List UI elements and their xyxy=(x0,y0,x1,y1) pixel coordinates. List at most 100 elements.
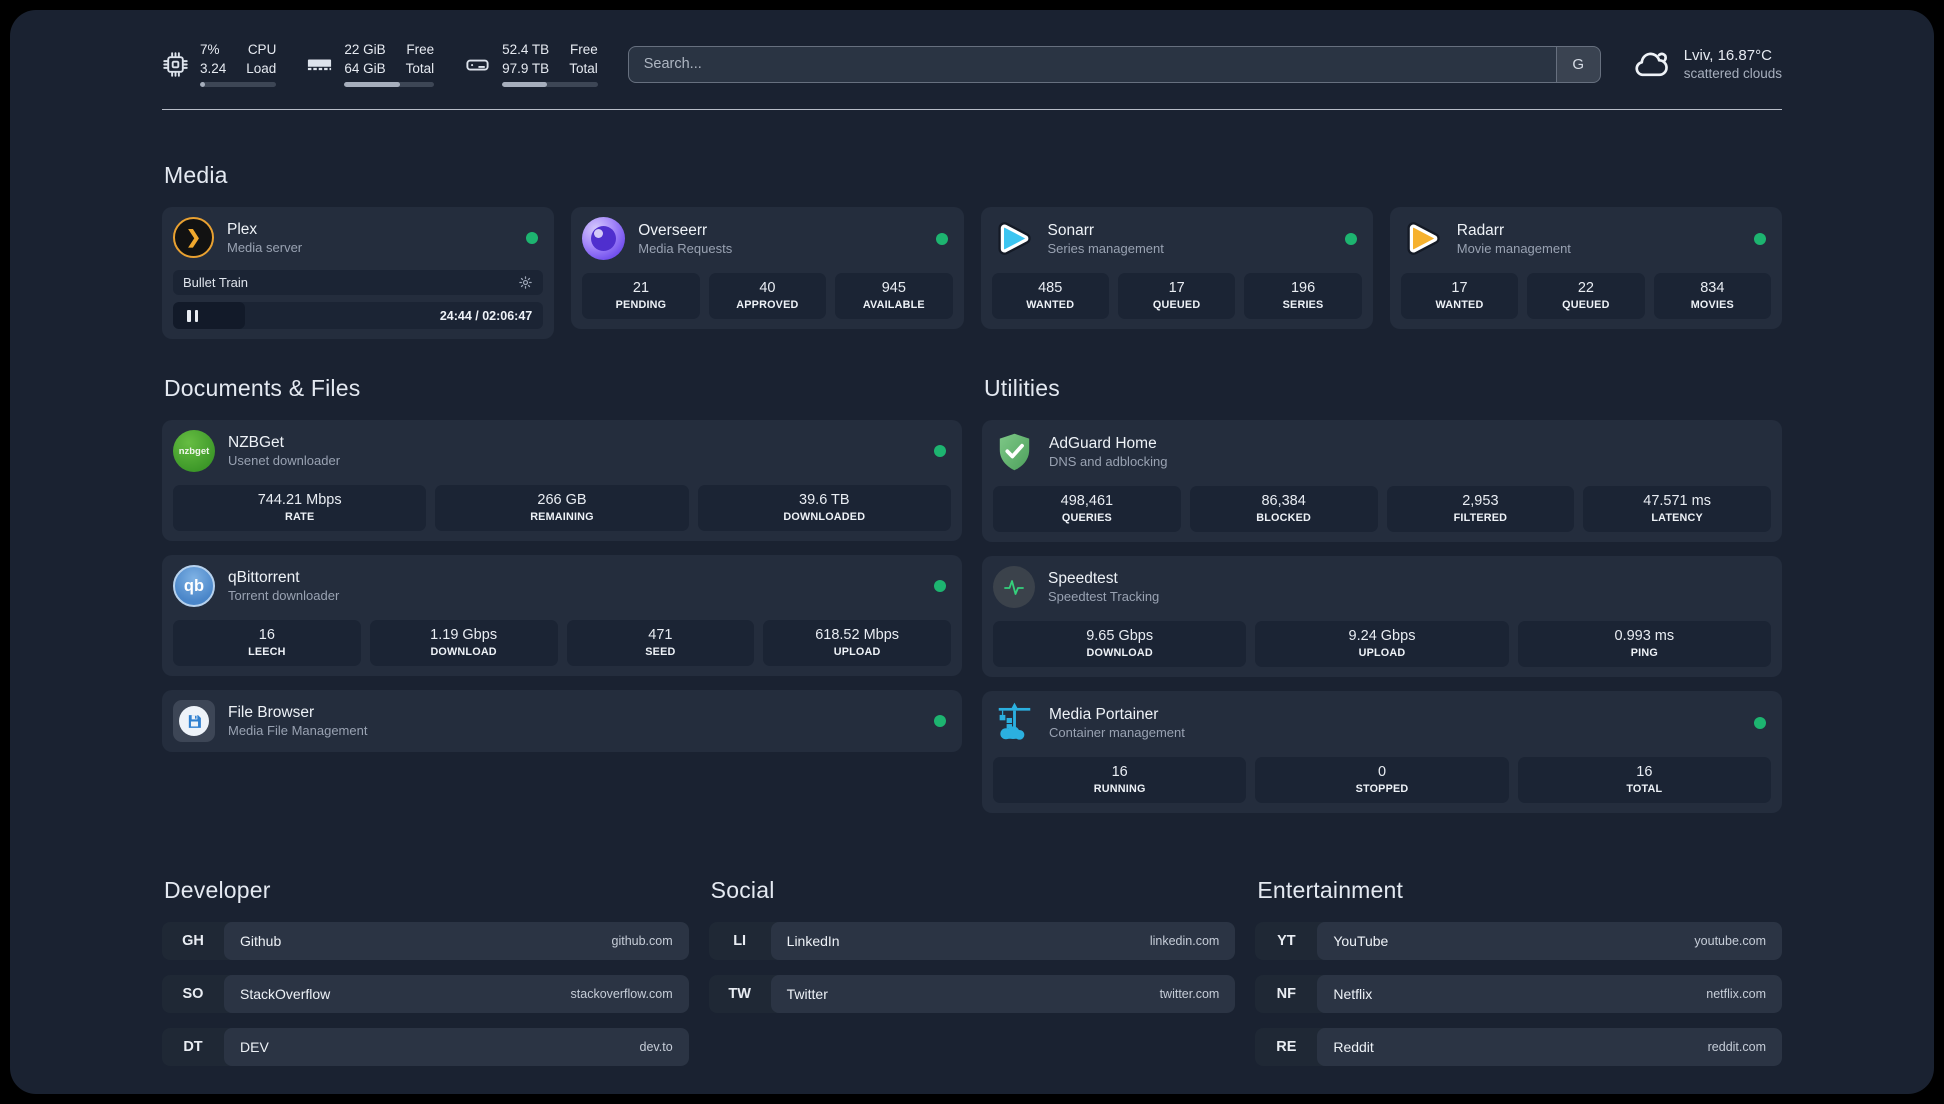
speedtest-icon xyxy=(993,566,1035,608)
gear-icon[interactable] xyxy=(518,275,533,290)
status-dot xyxy=(1344,232,1357,245)
bookmark-reddit[interactable]: RE Reddit reddit.com xyxy=(1255,1028,1782,1066)
service-subtitle-speedtest: Speedtest Tracking xyxy=(1048,589,1160,604)
service-card-filebrowser[interactable]: File Browser Media File Management xyxy=(162,690,962,752)
pause-icon[interactable] xyxy=(187,309,198,322)
cpu-load-value: 3.24 xyxy=(200,60,227,76)
bookmark-stackoverflow[interactable]: SO StackOverflow stackoverflow.com xyxy=(162,975,689,1013)
bookmark-linkedin[interactable]: LI LinkedIn linkedin.com xyxy=(708,922,1236,960)
status-dot xyxy=(934,715,946,727)
bookmark-abbr: TW xyxy=(728,986,751,1002)
cpu-icon xyxy=(163,51,188,77)
service-subtitle-nzbget: Usenet downloader xyxy=(228,453,341,468)
search-provider-button[interactable]: G xyxy=(1555,46,1600,82)
radarr-icon xyxy=(1401,217,1444,260)
service-card-radarr[interactable]: Radarr Movie management 17 WANTED 22 QUE… xyxy=(1389,207,1782,329)
bookmark-abbr: YT xyxy=(1277,933,1296,949)
playback-time: 24:44 / 02:06:47 xyxy=(439,308,533,323)
service-card-overseerr[interactable]: Overseerr Media Requests 21 PENDING 40 A… xyxy=(571,207,964,329)
plex-now-playing-widget: Bullet Train 24:44 / 02:06:47 xyxy=(173,270,544,329)
bookmark-group-social: Social LI LinkedIn linkedin.com TW Twitt… xyxy=(708,877,1236,1028)
cpu-progress-fill xyxy=(200,82,206,87)
service-name-qbittorrent: qBittorrent xyxy=(228,569,300,586)
bookmark-abbr: GH xyxy=(182,933,204,949)
section-title-entertainment: Entertainment xyxy=(1257,877,1404,903)
stat-box: 16 RUNNING xyxy=(993,757,1247,803)
bookmark-url: linkedin.com xyxy=(1149,934,1220,948)
search-input[interactable] xyxy=(628,56,1556,72)
cpu-usage-value: 7% xyxy=(200,42,220,58)
bookmark-name: Netflix xyxy=(1333,986,1373,1002)
service-card-plex[interactable]: ❯ Plex Media server Bullet Train xyxy=(162,207,555,339)
service-subtitle-plex: Media server xyxy=(227,239,303,255)
header-divider xyxy=(162,109,1782,110)
service-card-nzbget[interactable]: nzbget NZBGet Usenet downloader 744.21 M… xyxy=(162,420,962,541)
playback-progress-bar[interactable]: 24:44 / 02:06:47 xyxy=(173,302,544,329)
service-name-filebrowser: File Browser xyxy=(228,704,315,721)
bookmark-youtube[interactable]: YT YouTube youtube.com xyxy=(1255,922,1782,960)
stat-box: 266 GB REMAINING xyxy=(435,485,689,531)
service-subtitle-qbittorrent: Torrent downloader xyxy=(228,588,340,603)
disk-widget: 52.4 TB Free 97.9 TB Total xyxy=(464,41,598,87)
memory-total-value: 64 GiB xyxy=(344,60,386,76)
memory-progress-track xyxy=(344,82,435,87)
stat-box: 0 STOPPED xyxy=(1255,757,1509,803)
section-title-utilities: Utilities xyxy=(984,375,1060,401)
service-name-nzbget: NZBGet xyxy=(228,434,284,451)
memory-widget: 22 GiB Free 64 GiB Total xyxy=(306,41,435,87)
stat-box: 16 TOTAL xyxy=(1517,757,1771,803)
status-dot xyxy=(1754,232,1766,245)
memory-free-value: 22 GiB xyxy=(344,42,386,58)
stat-box: 2,953 FILTERED xyxy=(1386,486,1575,532)
bookmark-dev[interactable]: DT DEV dev.to xyxy=(162,1028,689,1066)
service-card-speedtest[interactable]: Speedtest Speedtest Tracking 9.65 Gbps D… xyxy=(982,556,1782,677)
stat-box: 16 LEECH xyxy=(173,620,361,666)
stat-box: 1.19 Gbps DOWNLOAD xyxy=(369,620,558,666)
service-name-overseerr: Overseerr xyxy=(638,221,708,239)
status-dot xyxy=(934,445,946,457)
bookmark-url: dev.to xyxy=(639,1040,673,1054)
service-card-portainer[interactable]: Media Portainer Container management 16 … xyxy=(982,691,1782,813)
bookmark-abbr: LI xyxy=(733,933,747,949)
floppy-icon xyxy=(188,714,201,728)
status-dot xyxy=(1754,716,1766,729)
bookmark-name: LinkedIn xyxy=(786,933,840,949)
disk-progress-fill xyxy=(502,82,548,87)
service-subtitle-overseerr: Media Requests xyxy=(638,240,733,256)
bookmark-github[interactable]: GH Github github.com xyxy=(162,922,689,960)
memory-progress-fill xyxy=(344,82,400,87)
service-card-qbittorrent[interactable]: qb qBittorrent Torrent downloader 16 LEE… xyxy=(162,555,962,676)
stat-box: 9.24 Gbps UPLOAD xyxy=(1255,621,1509,667)
status-dot xyxy=(935,232,948,245)
bookmark-url: twitter.com xyxy=(1159,987,1220,1001)
cpu-widget: 7% CPU 3.24 Load xyxy=(162,41,277,87)
section-media: Media ❯ Plex Media server Bullet Train xyxy=(162,162,1782,339)
memory-free-label: Free xyxy=(406,42,435,58)
stat-box: 834 MOVIES xyxy=(1653,273,1772,319)
disk-icon xyxy=(466,59,489,71)
stat-box: 17 WANTED xyxy=(1400,273,1519,319)
status-dot xyxy=(934,580,946,592)
bookmark-name: Twitter xyxy=(786,986,828,1002)
portainer-icon xyxy=(993,701,1036,744)
stat-box: 17 QUEUED xyxy=(1117,273,1236,319)
disk-total-label: Total xyxy=(569,60,598,76)
cpu-progress-track xyxy=(200,82,277,87)
bookmark-twitter[interactable]: TW Twitter twitter.com xyxy=(708,975,1236,1013)
section-documents: Documents & Files nzbget NZBGet Usenet d… xyxy=(162,375,962,766)
service-card-sonarr[interactable]: Sonarr Series management 485 WANTED 17 Q… xyxy=(980,207,1373,329)
stat-box: 196 SERIES xyxy=(1244,273,1362,319)
stat-box: 9.65 Gbps DOWNLOAD xyxy=(993,621,1247,667)
service-card-adguard[interactable]: AdGuard Home DNS and adblocking 498,461 … xyxy=(982,420,1782,542)
service-subtitle-radarr: Movie management xyxy=(1456,240,1571,256)
bookmark-name: StackOverflow xyxy=(240,986,331,1002)
plex-icon: ❯ xyxy=(173,217,214,258)
section-title-media: Media xyxy=(164,162,228,188)
bookmark-abbr: SO xyxy=(182,986,204,1002)
stat-box: 0.993 ms PING xyxy=(1517,621,1771,667)
weather-widget[interactable]: Lviv, 16.87°C scattered clouds xyxy=(1631,44,1782,84)
bookmark-netflix[interactable]: NF Netflix netflix.com xyxy=(1255,975,1782,1013)
bookmark-url: netflix.com xyxy=(1706,987,1766,1001)
overseerr-icon xyxy=(582,217,626,260)
bookmark-group-developer: Developer GH Github github.com SO StackO… xyxy=(162,877,689,1081)
